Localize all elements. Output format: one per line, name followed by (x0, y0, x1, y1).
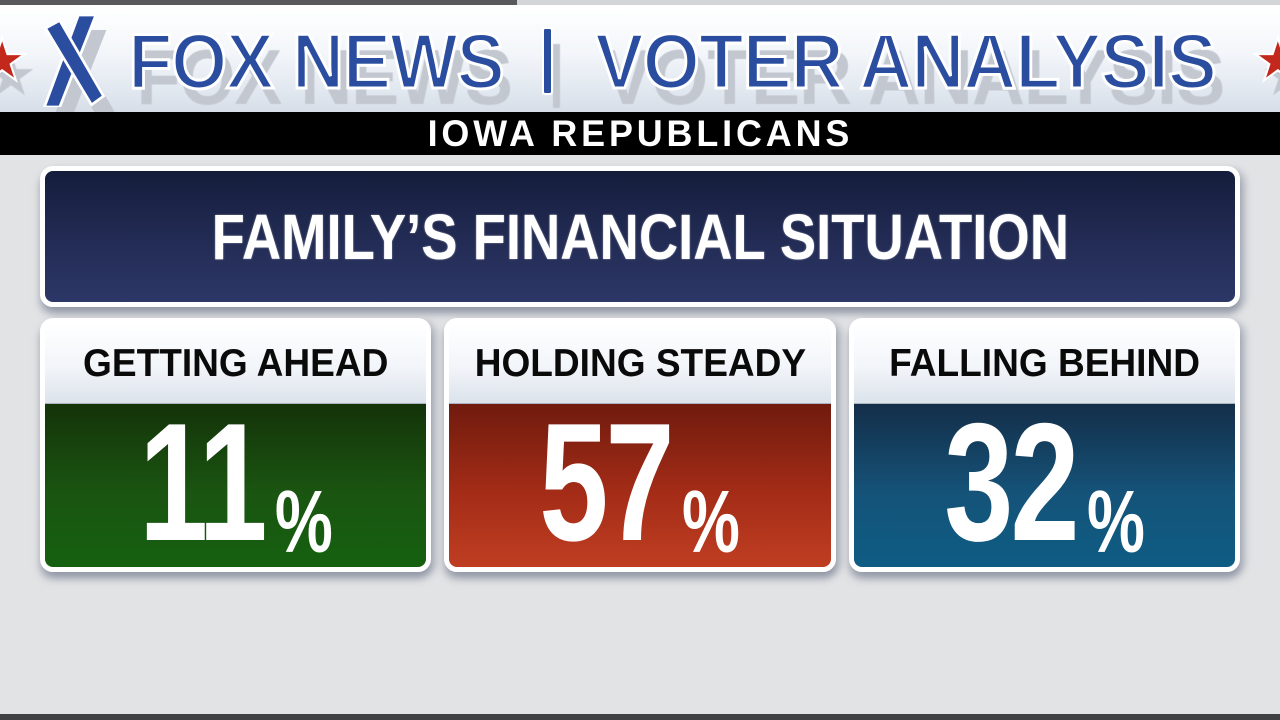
brand-network-text: FOX NEWS (127, 16, 506, 105)
bottom-edge-strip (0, 714, 1280, 720)
star-left-icon: ★ (0, 27, 29, 93)
card-header: GETTING AHEAD (45, 323, 427, 404)
brand-program-text: VOTER ANALYSIS (594, 16, 1219, 105)
card-value-panel: 57 % (449, 387, 831, 572)
card-header: FALLING BEHIND (853, 323, 1235, 404)
results-cards: GETTING AHEAD 11 % HOLDING STEADY 57 % (40, 318, 1240, 572)
top-edge-strip (0, 0, 1280, 5)
value-number: 57 (539, 387, 675, 572)
question-text: FAMILY’S FINANCIAL SITUATION (211, 200, 1069, 273)
card-label: FALLING BEHIND (888, 341, 1200, 385)
fox-searchlight-icon (43, 14, 106, 107)
card-value: 32 % (943, 387, 1145, 572)
result-card-getting-ahead: GETTING AHEAD 11 % (40, 318, 432, 572)
percent-sign: % (682, 472, 741, 572)
subtitle-bar: IOWA REPUBLICANS (0, 112, 1280, 155)
top-edge-strip-dark (0, 0, 517, 5)
brand-lockup: ★ FOX NEWS VOTER ANALYSIS ★ (0, 14, 1280, 107)
result-card-falling-behind: FALLING BEHIND 32 % (848, 318, 1240, 572)
card-value-panel: 32 % (853, 387, 1235, 572)
value-number: 32 (943, 387, 1079, 572)
question-banner: FAMILY’S FINANCIAL SITUATION (40, 166, 1240, 307)
brand-bar: ★ FOX NEWS VOTER ANALYSIS ★ (0, 5, 1280, 112)
card-header: HOLDING STEADY (449, 323, 831, 404)
card-label: HOLDING STEADY (474, 341, 806, 385)
subtitle-text: IOWA REPUBLICANS (427, 113, 853, 154)
value-number: 11 (138, 387, 267, 572)
percent-sign: % (274, 472, 333, 572)
card-value: 11 % (138, 387, 333, 572)
card-value: 57 % (539, 387, 741, 572)
percent-sign: % (1086, 472, 1145, 572)
card-label: GETTING AHEAD (83, 341, 389, 385)
brand-separator (542, 26, 554, 95)
result-card-holding-steady: HOLDING STEADY 57 % (444, 318, 836, 572)
card-value-panel: 11 % (45, 387, 427, 572)
star-right-icon: ★ (1251, 27, 1280, 93)
